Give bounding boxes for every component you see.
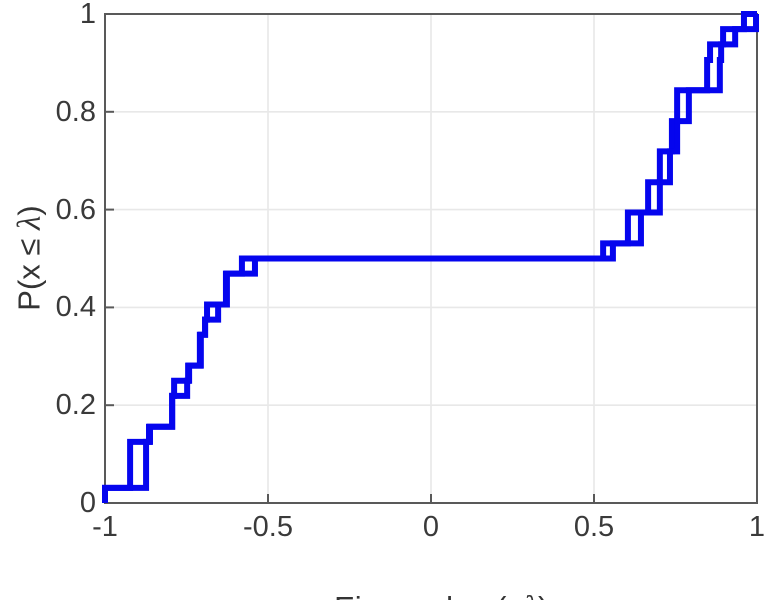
x-tick-label: 1 [748,511,766,543]
x-axis-label-text: Eigenvalue ( [334,590,524,600]
x-tick-label: 0 [422,511,440,543]
y-tick-label: 0.8 [55,95,96,128]
y-tick-label: 0.6 [55,193,96,226]
y-tick-label: 0.4 [55,291,96,324]
y-axis-label: P(x ≤ λ) [11,205,48,311]
x-tick-label: 0.5 [573,511,615,543]
lambda-symbol: λ [524,590,538,600]
y-tick-label: 1 [79,0,96,30]
x-tick-label: -1 [92,511,118,543]
y-axis-label-text: P(x ≤ [11,229,47,311]
y-tick-label: 0.2 [55,389,96,422]
ecdf-staircase-2 [102,11,760,503]
x-axis-label: Eigenvalue ( λ) [300,554,548,600]
lambda-symbol: λ [11,215,48,230]
y-tick-label: 0 [79,487,96,519]
x-tick-label: -0.5 [243,511,293,543]
